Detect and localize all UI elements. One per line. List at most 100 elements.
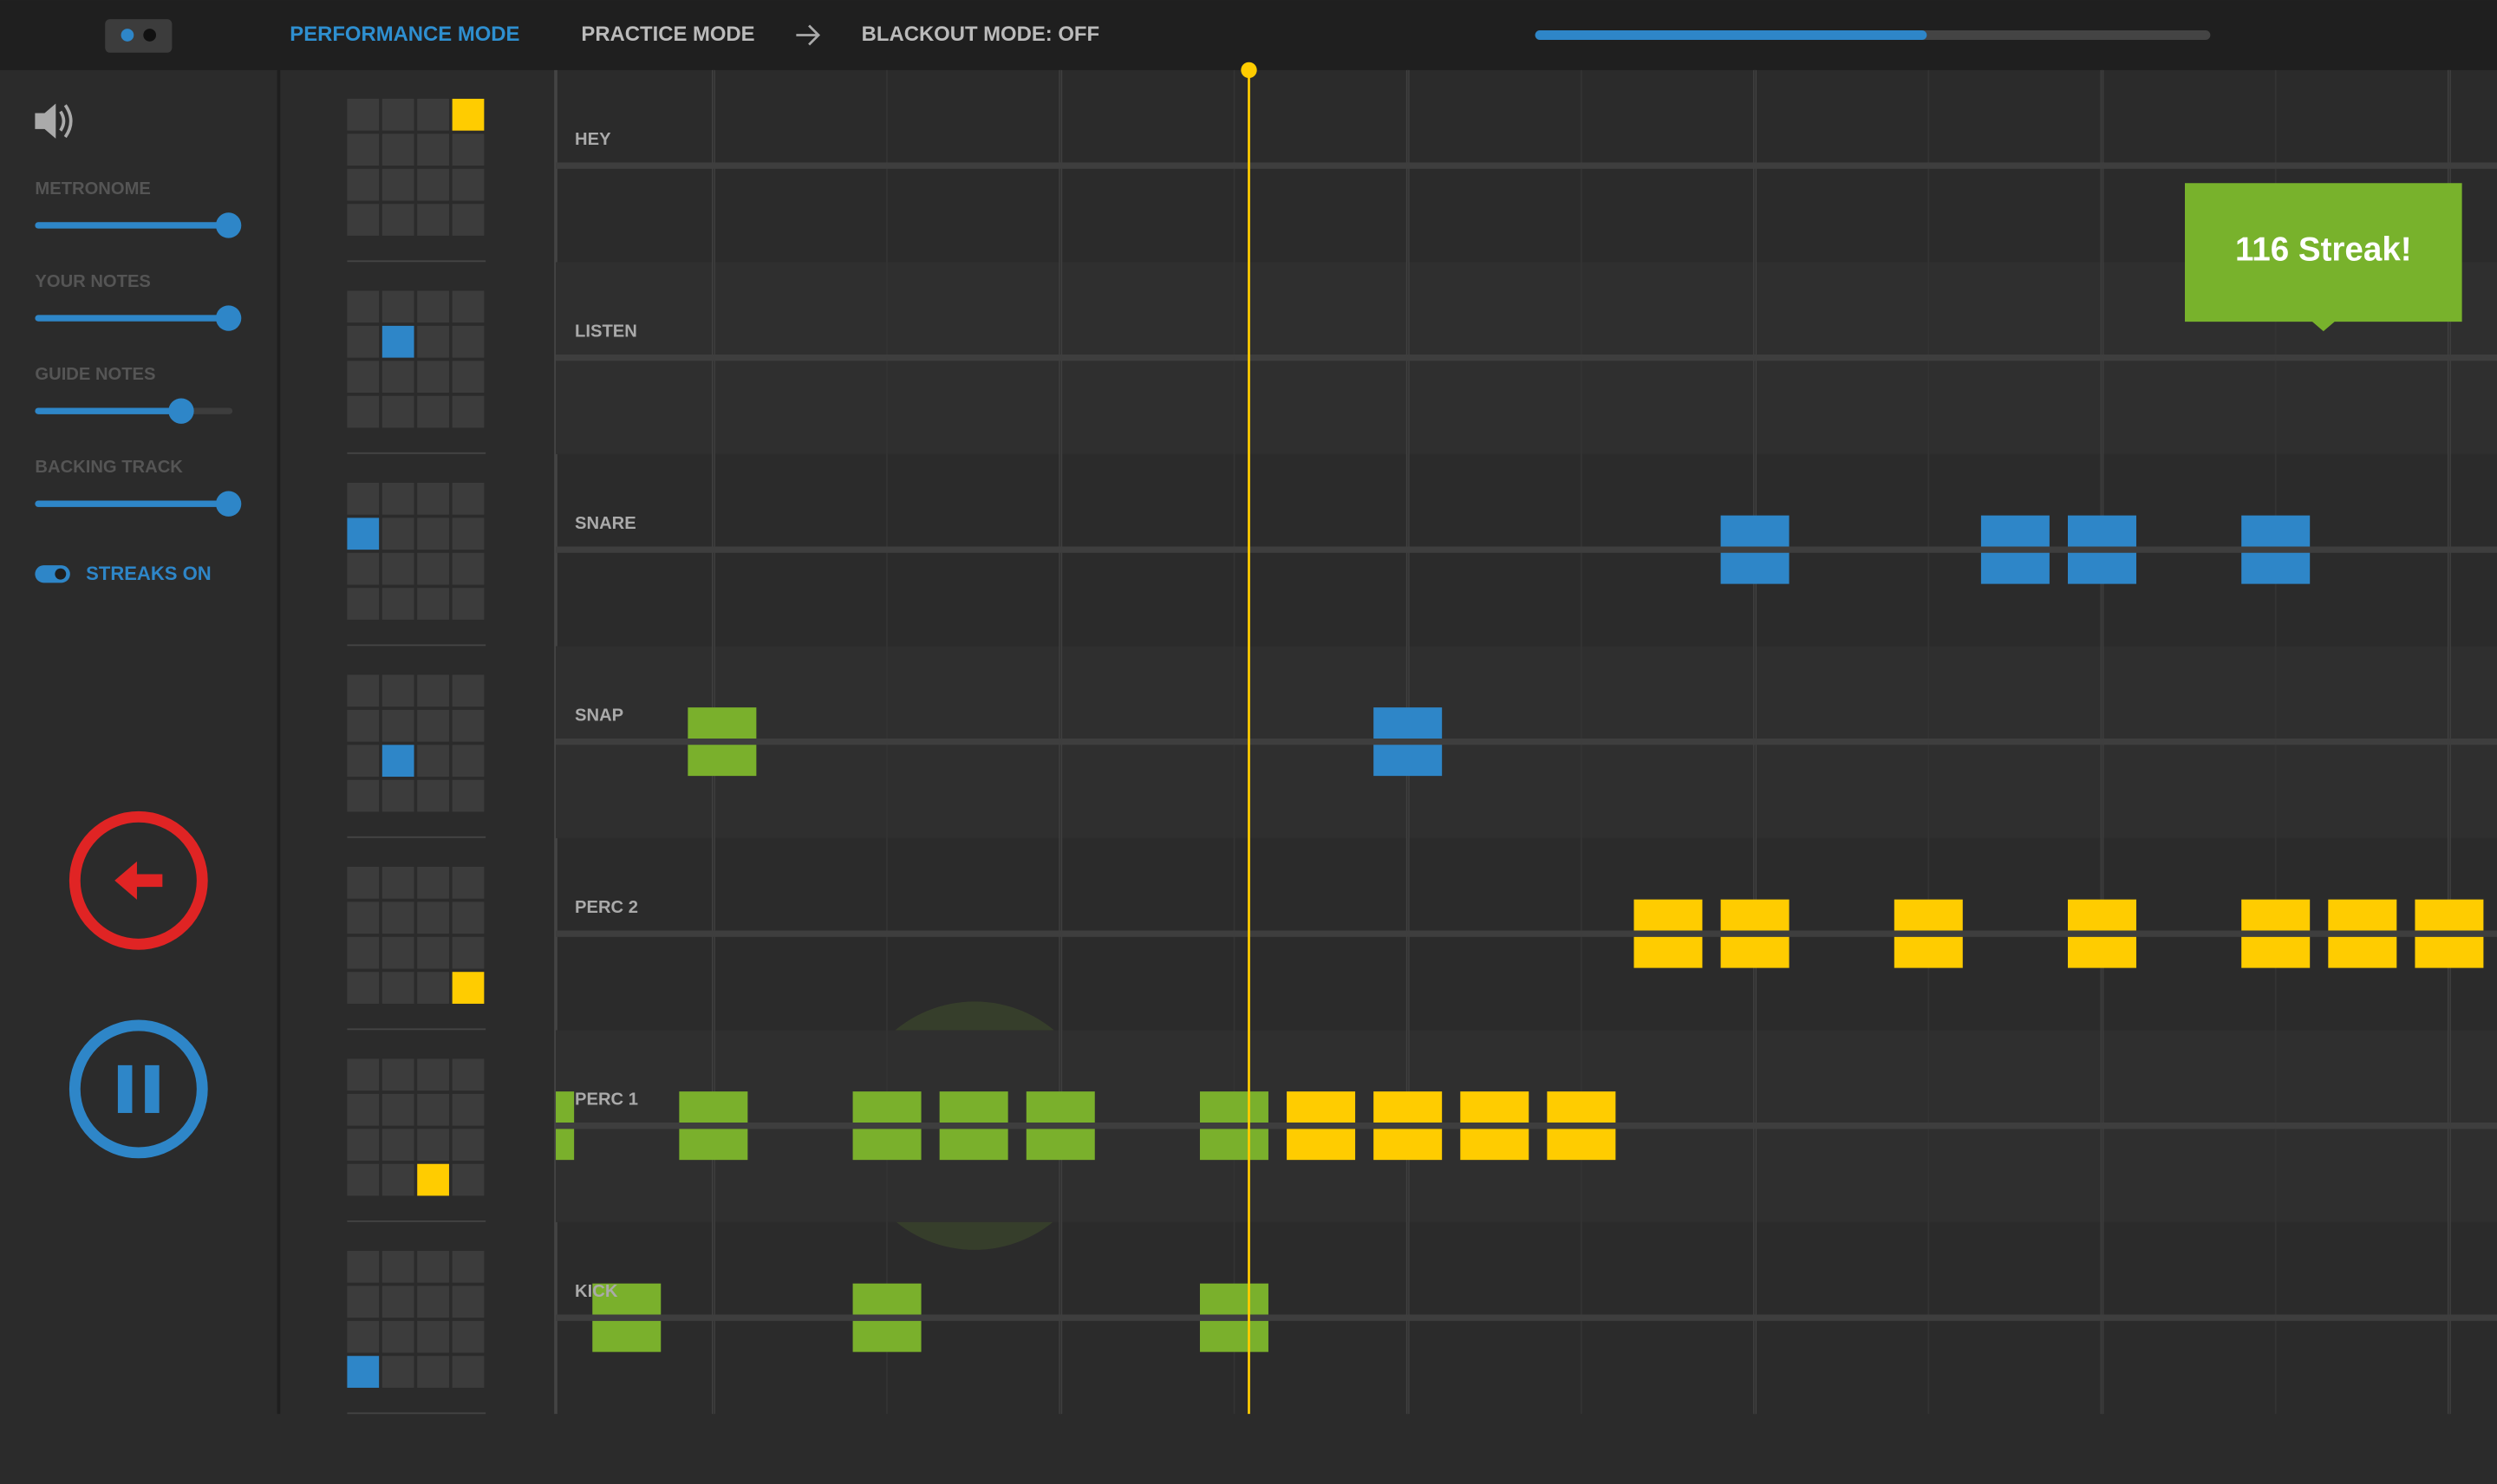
- pad-cell-lit[interactable]: [381, 745, 414, 778]
- pad-cell[interactable]: [417, 709, 449, 742]
- pad-cell[interactable]: [381, 901, 414, 934]
- pad-cell-lit[interactable]: [452, 98, 485, 131]
- pad-cell[interactable]: [417, 588, 449, 620]
- pad-cell[interactable]: [417, 972, 449, 1004]
- pad-cell[interactable]: [347, 168, 380, 201]
- back-button[interactable]: [68, 810, 208, 950]
- pad-cell[interactable]: [417, 133, 449, 166]
- pad-cell[interactable]: [452, 395, 485, 428]
- pad-cell[interactable]: [347, 204, 380, 236]
- slider-knob[interactable]: [215, 491, 242, 517]
- pad-cell[interactable]: [452, 361, 485, 394]
- pad-cell[interactable]: [452, 1356, 485, 1388]
- pad-cell[interactable]: [347, 588, 380, 620]
- pad-cell[interactable]: [417, 1251, 449, 1283]
- pad-cell[interactable]: [452, 1163, 485, 1196]
- pad-cell[interactable]: [381, 98, 414, 131]
- pad-cell[interactable]: [347, 325, 380, 358]
- nav-item[interactable]: BLACKOUT MODE: OFF: [862, 23, 1099, 46]
- pad-cell[interactable]: [452, 133, 485, 166]
- pad-cell[interactable]: [417, 745, 449, 778]
- pad-cell[interactable]: [417, 98, 449, 131]
- pad-cell[interactable]: [347, 1285, 380, 1318]
- toggle-label[interactable]: STREAKS ON: [86, 563, 211, 584]
- pad-cell[interactable]: [381, 867, 414, 899]
- pad-cell[interactable]: [452, 1251, 485, 1283]
- pad-cell[interactable]: [347, 779, 380, 812]
- pad-cell[interactable]: [417, 395, 449, 428]
- pad-cell[interactable]: [452, 168, 485, 201]
- pad-cell[interactable]: [417, 168, 449, 201]
- pad-cell[interactable]: [381, 361, 414, 394]
- pad-cell[interactable]: [381, 709, 414, 742]
- pad-cell[interactable]: [381, 674, 414, 707]
- pad-cell[interactable]: [347, 98, 380, 131]
- pad-cell[interactable]: [452, 482, 485, 515]
- pad-cell[interactable]: [381, 936, 414, 969]
- pad-cell[interactable]: [452, 674, 485, 707]
- pad-cell[interactable]: [417, 901, 449, 934]
- pad-cell[interactable]: [347, 709, 380, 742]
- pad-cell[interactable]: [347, 674, 380, 707]
- pad-cell[interactable]: [347, 936, 380, 969]
- pad-cell[interactable]: [452, 779, 485, 812]
- pad-cell-lit[interactable]: [347, 517, 380, 550]
- pad-cell-lit[interactable]: [452, 972, 485, 1004]
- pad-cell[interactable]: [417, 936, 449, 969]
- pad-cell[interactable]: [417, 1129, 449, 1162]
- pad-cell[interactable]: [381, 1163, 414, 1196]
- pad-cell[interactable]: [452, 867, 485, 899]
- pad-cell[interactable]: [347, 552, 380, 585]
- pad-cell[interactable]: [381, 588, 414, 620]
- pad-cell[interactable]: [347, 1163, 380, 1196]
- pad-cell[interactable]: [452, 1285, 485, 1318]
- pad-cell[interactable]: [417, 1320, 449, 1353]
- view-toggle[interactable]: [105, 19, 173, 53]
- pad-cell[interactable]: [381, 395, 414, 428]
- pad-cell[interactable]: [347, 745, 380, 778]
- nav-item[interactable]: PERFORMANCE MODE: [290, 23, 519, 46]
- slider-knob[interactable]: [215, 212, 242, 238]
- pad-cell-lit[interactable]: [347, 1356, 380, 1388]
- pad-cell[interactable]: [381, 133, 414, 166]
- pad-cell[interactable]: [417, 779, 449, 812]
- pad-cell[interactable]: [381, 204, 414, 236]
- pad-cell[interactable]: [381, 779, 414, 812]
- pad-cell[interactable]: [347, 1251, 380, 1283]
- slider-knob[interactable]: [168, 398, 194, 424]
- pad-cell[interactable]: [381, 1129, 414, 1162]
- pad-cell[interactable]: [381, 972, 414, 1004]
- pad-cell[interactable]: [381, 290, 414, 323]
- pad-cell[interactable]: [347, 1093, 380, 1126]
- pad-cell[interactable]: [452, 1093, 485, 1126]
- pad-cell[interactable]: [452, 588, 485, 620]
- pad-cell[interactable]: [347, 395, 380, 428]
- pad-cell[interactable]: [417, 674, 449, 707]
- pad-cell[interactable]: [452, 901, 485, 934]
- pad-cell[interactable]: [452, 517, 485, 550]
- pad-cell[interactable]: [417, 482, 449, 515]
- pad-cell[interactable]: [452, 745, 485, 778]
- pad-cell[interactable]: [381, 1320, 414, 1353]
- pad-cell[interactable]: [417, 517, 449, 550]
- pad-cell[interactable]: [347, 867, 380, 899]
- pause-button[interactable]: [68, 1019, 208, 1159]
- pad-cell[interactable]: [347, 972, 380, 1004]
- pad-cell[interactable]: [347, 361, 380, 394]
- pad-cell[interactable]: [381, 168, 414, 201]
- pad-cell[interactable]: [347, 1320, 380, 1353]
- pad-cell-lit[interactable]: [417, 1163, 449, 1196]
- pad-cell[interactable]: [417, 1093, 449, 1126]
- pad-cell[interactable]: [417, 361, 449, 394]
- pad-cell[interactable]: [452, 936, 485, 969]
- pad-cell[interactable]: [417, 552, 449, 585]
- pad-cell[interactable]: [381, 1251, 414, 1283]
- pad-cell[interactable]: [381, 1356, 414, 1388]
- pad-cell[interactable]: [381, 1058, 414, 1091]
- pad-cell[interactable]: [452, 552, 485, 585]
- pad-cell[interactable]: [452, 204, 485, 236]
- pad-cell[interactable]: [417, 867, 449, 899]
- pad-cell[interactable]: [417, 325, 449, 358]
- pad-cell[interactable]: [347, 290, 380, 323]
- pad-cell[interactable]: [381, 552, 414, 585]
